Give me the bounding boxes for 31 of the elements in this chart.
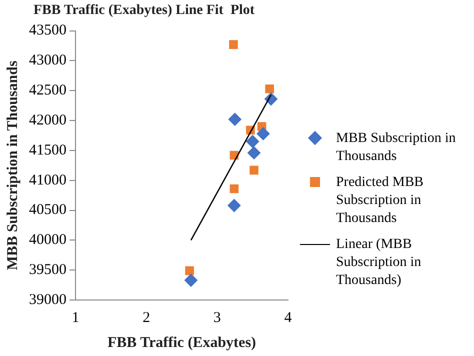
y-tick-label: 42000 — [29, 112, 66, 128]
y-tick-label: 39500 — [29, 262, 66, 278]
x-axis-title: FBB Traffic (Exabytes) — [107, 334, 256, 351]
x-tick-label: 2 — [142, 310, 150, 326]
point — [228, 112, 242, 126]
point — [184, 274, 198, 287]
y-tick-label: 40000 — [29, 232, 66, 248]
point — [248, 146, 260, 160]
y-tick-label: 41000 — [29, 172, 66, 188]
y-tick-label: 39000 — [29, 292, 66, 308]
point — [230, 184, 239, 194]
point — [256, 127, 270, 140]
legend-label: Predicted MBB Subscription in Thousands — [336, 174, 424, 228]
x-tick-label: 3 — [213, 310, 221, 326]
y-axis-title: MBB Subscription in Thousands — [4, 60, 21, 270]
point — [228, 198, 241, 212]
y-tick-label: 43500 — [29, 22, 66, 39]
point — [246, 134, 260, 148]
y-tick-label: 42500 — [29, 82, 66, 99]
chart-title: FBB Traffic (Exabytes) Line Fit Plot — [33, 3, 255, 18]
y-tick-label: 41500 — [29, 142, 66, 158]
x-tick-label: 1 — [72, 310, 80, 326]
point — [229, 40, 238, 49]
y-tick-label: 40500 — [29, 202, 66, 218]
legend-label: MBB Subscription in Thousands — [336, 130, 457, 166]
point — [250, 166, 258, 175]
legend-label: Linear (MBB Subscription in Thousands) — [336, 236, 422, 290]
x-tick-label: 4 — [284, 310, 292, 326]
y-tick-label: 43000 — [29, 52, 66, 69]
point — [265, 84, 274, 94]
point — [185, 266, 194, 276]
